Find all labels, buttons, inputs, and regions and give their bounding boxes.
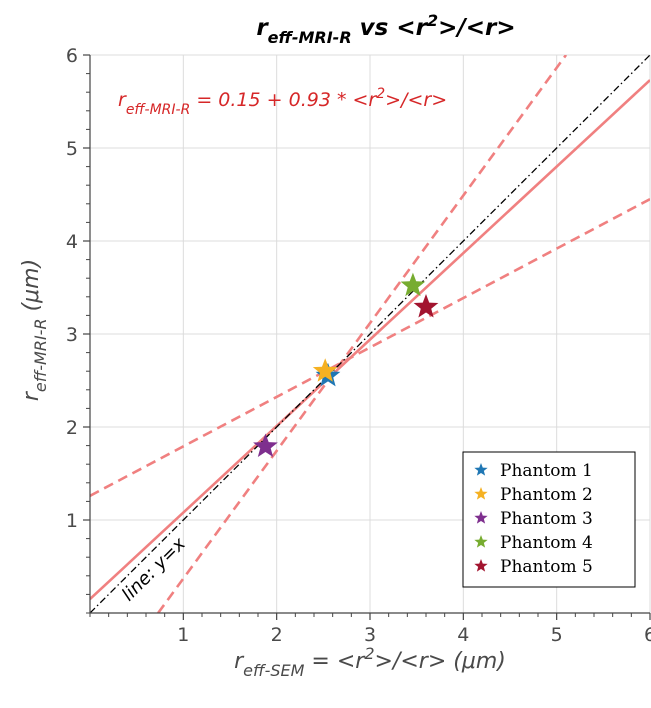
x-tick-label: 3 <box>364 624 376 646</box>
plot-area <box>90 55 650 613</box>
data-point-phantom-2 <box>312 358 338 382</box>
y-tick-label: 1 <box>66 510 78 532</box>
y-axis-label: reff-MRI-R (μm) <box>19 259 50 401</box>
y-tick-label: 2 <box>66 417 78 439</box>
y-tick-label: 6 <box>66 45 78 67</box>
legend-marker-phantom-1 <box>474 463 488 476</box>
tick-labels: 1 2 3 4 5 6 1 2 3 4 5 6 <box>66 45 651 646</box>
legend: Phantom 1 Phantom 2 Phantom 3 Phantom 4 Phan… <box>462 451 636 588</box>
legend-label-phantom-1: Phantom 1 <box>500 461 593 481</box>
y-tick-label: 4 <box>66 231 78 253</box>
fit-equation: reff-MRI-R = 0.15 + 0.93 * <r2>/<r> <box>118 86 447 118</box>
chart-title: reff-MRI-R vs <r2>/<r> <box>256 11 515 47</box>
x-tick-label: 2 <box>271 624 283 646</box>
confidence-band-lower <box>157 55 568 613</box>
legend-marker-phantom-5 <box>474 559 488 572</box>
data-point-phantom-5 <box>413 294 439 318</box>
x-tick-label: 6 <box>644 624 651 646</box>
legend-marker-phantom-2 <box>474 487 488 500</box>
x-tick-label: 1 <box>177 624 189 646</box>
legend-marker-phantom-3 <box>474 511 488 524</box>
legend-label-phantom-4: Phantom 4 <box>500 533 593 553</box>
x-axis-label: reff-SEM = <r2>/<r> (μm) <box>234 644 506 680</box>
identity-line <box>90 55 650 613</box>
x-tick-label: 4 <box>457 624 469 646</box>
identity-line-label: line: y=x <box>118 533 190 605</box>
x-tick-label: 5 <box>551 624 563 646</box>
y-tick-label: 3 <box>66 324 78 346</box>
legend-label-phantom-2: Phantom 2 <box>500 485 593 505</box>
fit-line <box>90 79 650 601</box>
data-point-phantom-3 <box>253 433 278 458</box>
y-tick-label: 5 <box>66 138 78 160</box>
data-point-phantom-4 <box>400 272 426 297</box>
legend-label-phantom-3: Phantom 3 <box>500 509 593 529</box>
confidence-band-upper <box>90 198 650 497</box>
legend-marker-phantom-4 <box>474 535 488 548</box>
legend-label-phantom-5: Phantom 5 <box>500 557 593 577</box>
axes <box>83 54 651 620</box>
legend-box <box>462 451 636 588</box>
